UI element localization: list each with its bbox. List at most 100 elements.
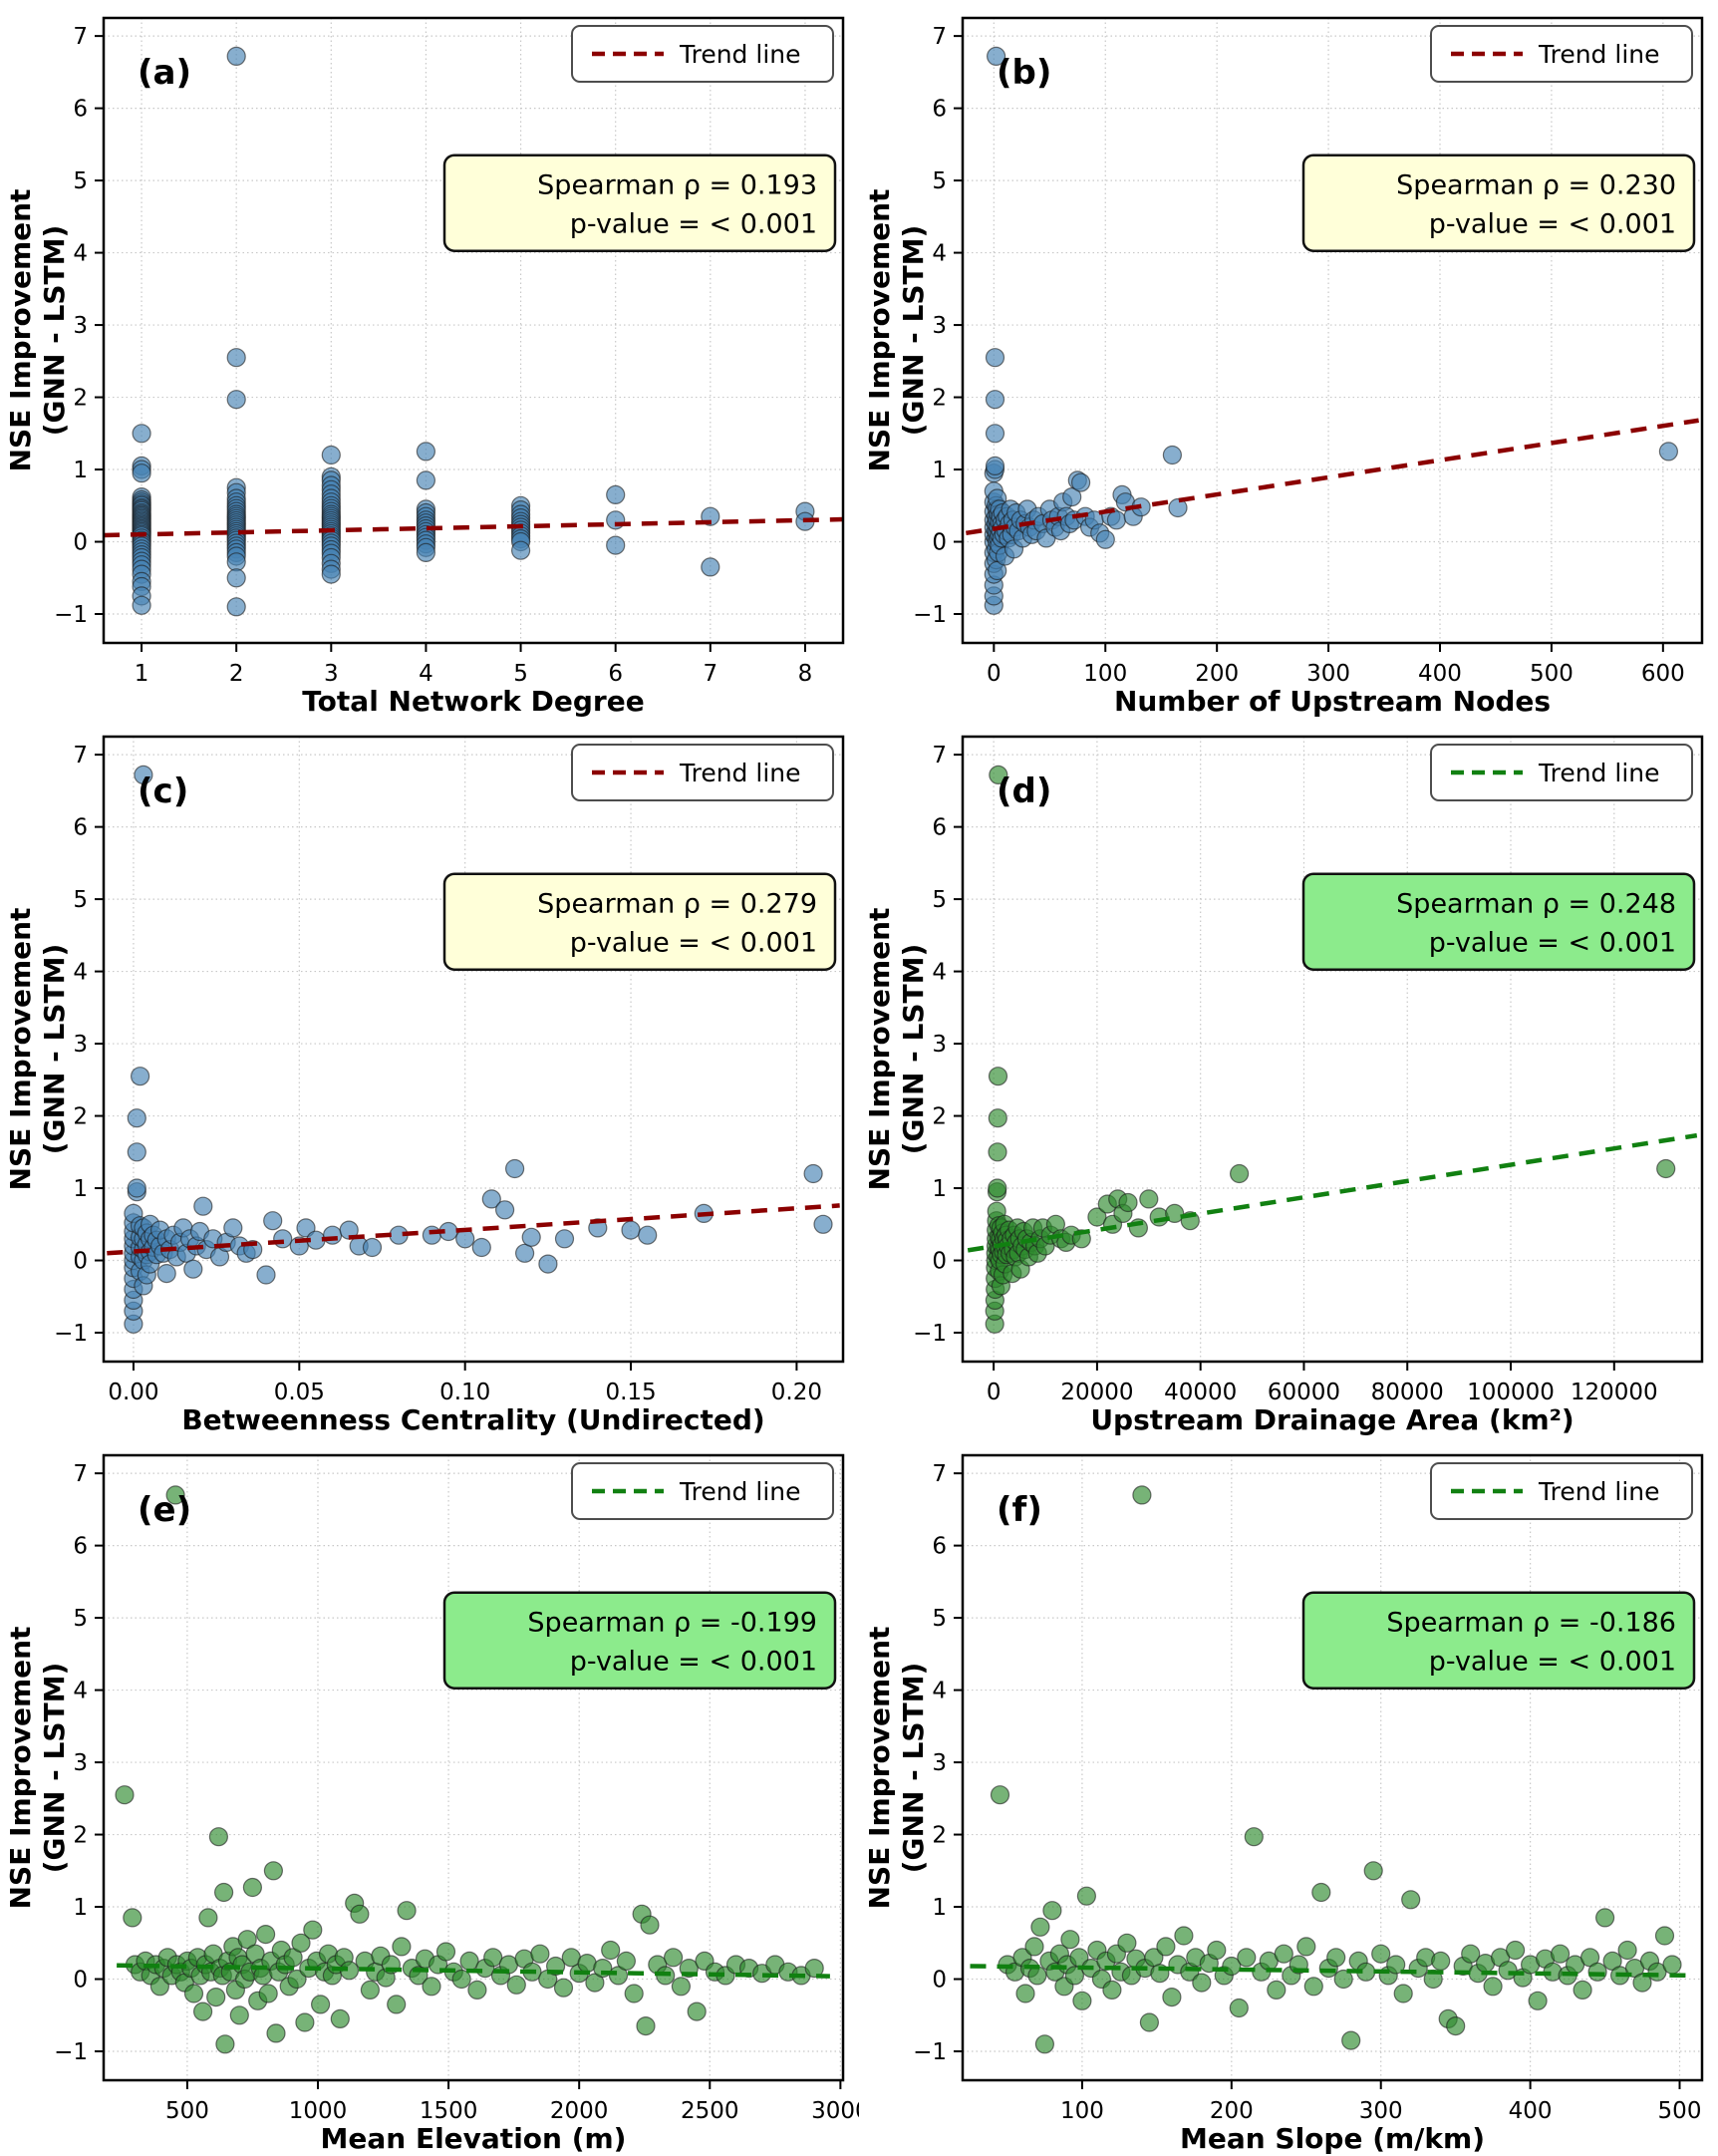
- legend: Trend line: [1430, 744, 1693, 801]
- svg-text:100000: 100000: [1467, 1380, 1555, 1405]
- svg-text:7: 7: [73, 24, 88, 50]
- svg-text:60000: 60000: [1268, 1380, 1340, 1405]
- axes-spines: [961, 16, 1704, 645]
- svg-text:6: 6: [608, 661, 623, 687]
- svg-text:1: 1: [73, 1895, 88, 1921]
- svg-text:300: 300: [1359, 2098, 1403, 2124]
- svg-text:7: 7: [73, 1461, 88, 1487]
- panel-f: 100 200 300 400 500 −1 0 1 2 3 4 5 6 7 Mean Slope (m/k…: [859, 1437, 1718, 2156]
- svg-text:200: 200: [1195, 661, 1239, 687]
- svg-text:1: 1: [932, 1895, 947, 1921]
- svg-text:500: 500: [165, 2098, 209, 2124]
- p-value-text: p-value = < 0.001: [570, 928, 817, 959]
- tick-labels: 0 20000 40000 60000 80000 100000 120000 −1 0 1 2 3 4…: [913, 743, 1658, 1405]
- panel-d: 0 20000 40000 60000 80000 100000 120000 −1 0 1 2 3 4…: [859, 719, 1718, 1437]
- legend: Trend line: [571, 1462, 834, 1520]
- svg-text:40000: 40000: [1164, 1380, 1237, 1405]
- svg-text:400: 400: [1509, 2098, 1553, 2124]
- stat-box: Spearman ρ = 0.279 p-value = < 0.001: [442, 872, 837, 971]
- panel-letter: (b): [997, 53, 1051, 93]
- svg-text:2: 2: [932, 1823, 947, 1849]
- y-axis-label-line1: NSE Improvement: [4, 189, 37, 472]
- svg-text:3: 3: [932, 313, 947, 339]
- trend-line: [966, 418, 1699, 536]
- svg-text:1: 1: [932, 1176, 947, 1202]
- svg-text:6: 6: [932, 97, 947, 123]
- panel-letter: (a): [138, 53, 191, 93]
- stat-box: Spearman ρ = 0.248 p-value = < 0.001: [1301, 872, 1696, 971]
- svg-text:−1: −1: [54, 1321, 88, 1347]
- svg-text:3000: 3000: [811, 2098, 859, 2124]
- panel-d-plot: 0 20000 40000 60000 80000 100000 120000 −1 0 1 2 3 4…: [859, 719, 1718, 1437]
- ticks: [95, 754, 798, 1371]
- svg-text:8: 8: [798, 661, 813, 687]
- spearman-rho-text: Spearman ρ = 0.248: [1396, 889, 1676, 920]
- tick-labels: 0 100 200 300 400 500 600 −1 0 1 2 3 4 5 6 7: [913, 24, 1685, 687]
- stat-box: Spearman ρ = 0.230 p-value = < 0.001: [1301, 154, 1696, 252]
- ticks: [95, 35, 806, 652]
- svg-text:2: 2: [932, 1104, 947, 1130]
- svg-text:1: 1: [73, 458, 88, 483]
- y-axis-label-line1: NSE Improvement: [863, 189, 896, 472]
- tick-labels: 1 2 3 4 5 6 7 8 −1 0 1 2 3 4 5 6 7: [54, 24, 812, 687]
- svg-text:3: 3: [932, 1032, 947, 1058]
- spearman-rho-text: Spearman ρ = 0.279: [537, 889, 817, 920]
- svg-text:6: 6: [73, 815, 88, 841]
- axes-spines: [961, 735, 1704, 1364]
- svg-text:120000: 120000: [1571, 1380, 1658, 1405]
- svg-text:2500: 2500: [681, 2098, 739, 2124]
- svg-text:7: 7: [932, 743, 947, 769]
- svg-text:4: 4: [932, 1679, 947, 1704]
- svg-text:5: 5: [73, 887, 88, 913]
- x-axis-label: Mean Slope (m/km): [1180, 2122, 1485, 2155]
- legend: Trend line: [571, 25, 834, 83]
- stat-box: Spearman ρ = 0.193 p-value = < 0.001: [442, 154, 837, 252]
- svg-text:1: 1: [73, 1176, 88, 1202]
- svg-text:4: 4: [73, 960, 88, 986]
- svg-text:4: 4: [73, 1679, 88, 1704]
- svg-text:5: 5: [932, 887, 947, 913]
- legend-trend-label: Trend line: [679, 1477, 800, 1506]
- svg-text:100: 100: [1060, 2098, 1104, 2124]
- legend-trend-label: Trend line: [1538, 759, 1659, 787]
- x-axis-label: Total Network Degree: [302, 685, 644, 718]
- svg-text:400: 400: [1418, 661, 1462, 687]
- legend-trend-label: Trend line: [679, 40, 800, 69]
- svg-text:−1: −1: [913, 602, 947, 628]
- trend-line: [970, 1964, 1695, 1979]
- svg-text:7: 7: [704, 661, 718, 687]
- p-value-text: p-value = < 0.001: [570, 1647, 817, 1678]
- panel-letter: (e): [138, 1490, 191, 1530]
- ticks: [954, 35, 1664, 652]
- svg-text:2: 2: [932, 386, 947, 412]
- panel-f-plot: 100 200 300 400 500 −1 0 1 2 3 4 5 6 7 Mean Slope (m/k…: [859, 1437, 1718, 2156]
- axes-spines: [102, 735, 845, 1364]
- svg-text:6: 6: [932, 1534, 947, 1560]
- panel-a: 1 2 3 4 5 6 7 8 −1 0 1 2 3 4 5 6 7 Total Network Degree NS…: [0, 0, 859, 719]
- panel-b: 0 100 200 300 400 500 600 −1 0 1 2 3 4 5 6 7 Number of U…: [859, 0, 1718, 719]
- svg-text:7: 7: [932, 24, 947, 50]
- panel-b-plot: 0 100 200 300 400 500 600 −1 0 1 2 3 4 5 6 7 Number of U…: [859, 0, 1718, 719]
- y-axis-label-line2: (GNN - LSTM): [897, 944, 930, 1155]
- svg-text:600: 600: [1641, 661, 1685, 687]
- y-axis-label-line1: NSE Improvement: [4, 908, 37, 1191]
- svg-text:1: 1: [932, 458, 947, 483]
- panel-c: 0.00 0.05 0.10 0.15 0.20 −1 0 1 2 3 4 5 6 7 Betweennes…: [0, 719, 859, 1437]
- svg-text:0: 0: [987, 1380, 1002, 1405]
- x-axis-label: Number of Upstream Nodes: [1114, 685, 1551, 718]
- panel-e: 500 1000 1500 2000 2500 3000 −1 0 1 2 3 4 5 6 7 Mean El…: [0, 1437, 859, 2156]
- tick-labels: 0.00 0.05 0.10 0.15 0.20 −1 0 1 2 3 4 5 6 7: [54, 743, 822, 1405]
- panel-e-plot: 500 1000 1500 2000 2500 3000 −1 0 1 2 3 4 5 6 7 Mean El…: [0, 1437, 859, 2156]
- svg-text:6: 6: [73, 97, 88, 123]
- x-axis-label: Mean Elevation (m): [321, 2122, 627, 2155]
- y-axis-label-line1: NSE Improvement: [4, 1627, 37, 1910]
- svg-text:−1: −1: [913, 1321, 947, 1347]
- scatter-points: [124, 765, 833, 1334]
- x-axis-label: Betweenness Centrality (Undirected): [181, 1403, 764, 1436]
- p-value-text: p-value = < 0.001: [570, 209, 817, 240]
- scatter-points: [990, 1485, 1682, 2054]
- svg-text:500: 500: [1658, 2098, 1702, 2124]
- svg-text:300: 300: [1306, 661, 1350, 687]
- legend-trend-label: Trend line: [1538, 40, 1659, 69]
